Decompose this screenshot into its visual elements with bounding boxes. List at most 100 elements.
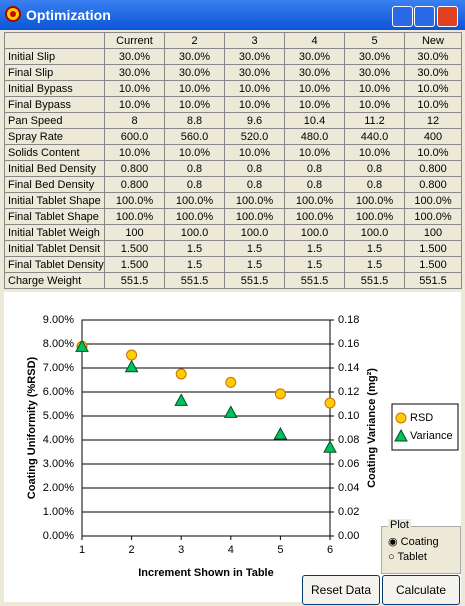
y2-tick-label: 0.06 (338, 458, 359, 470)
table-row: Spray Rate 600.0 560.0 520.0 480.0 440.0 400 (4, 128, 462, 145)
y2-tick-label: 0.14 (338, 362, 359, 374)
cell: 100.0% (224, 192, 285, 209)
column-header (4, 32, 105, 49)
point (273, 426, 288, 440)
maximize-button[interactable] (414, 6, 435, 27)
legend (391, 403, 459, 451)
cell: 10.0% (284, 96, 345, 113)
cell: 100.0% (284, 192, 345, 209)
minimize-button[interactable] (392, 6, 413, 27)
table-row: Initial Tablet Shape 100.0% 100.0% 100.0% 10… (4, 192, 462, 209)
point (124, 359, 139, 373)
cell: 0.8 (344, 176, 405, 193)
point (225, 376, 237, 388)
cell: 9.6 (224, 112, 285, 129)
table-row: Solids Content 10.0% 10.0% 10.0% 10.0% 10.0% 1… (4, 144, 462, 161)
cell: 0.8 (284, 160, 345, 177)
row-label: Final Tablet Density (4, 256, 105, 273)
cell: 30.0% (164, 64, 225, 81)
cell: 10.0% (344, 96, 405, 113)
cell: 600.0 (104, 128, 165, 145)
row-label: Initial Tablet Shape (4, 192, 105, 209)
radio-label: Tablet (397, 551, 427, 563)
cell: 10.0% (224, 80, 285, 97)
column-header: 5 (344, 32, 405, 49)
cell: 1.500 (104, 256, 165, 273)
title-bar: Optimization (0, 0, 465, 30)
y-tick-label: 0.00% (43, 530, 74, 542)
cell: 0.8 (224, 160, 285, 177)
y2-tick-label: 0.02 (338, 506, 359, 518)
cell: 30.0% (164, 48, 225, 65)
table-row: Final Bypass 10.0% 10.0% 10.0% 10.0% 10.0% 10.… (4, 96, 462, 113)
legend-label: Variance (410, 430, 453, 442)
point (174, 393, 189, 406)
cell: 1.500 (404, 256, 462, 273)
table-row: Initial Bypass 10.0% 10.0% 10.0% 10.0% 10.0% 1… (4, 80, 462, 97)
y-tick-label: 3.00% (43, 458, 74, 470)
cell: 100.0 (224, 224, 285, 241)
y-tick-label: 4.00% (43, 434, 74, 446)
table-row: Charge Weight 551.5 551.5 551.5 551.5 551.5 55… (4, 272, 462, 289)
cell: 10.0% (404, 96, 462, 113)
y-tick-label: 6.00% (43, 386, 74, 398)
y-tick-label: 8.00% (43, 338, 74, 350)
table-row: Final Tablet Density 1.500 1.5 1.5 1.5 1.5 1.5… (4, 256, 462, 273)
cell: 8 (104, 112, 165, 129)
cell: 1.500 (404, 240, 462, 257)
cell: 30.0% (224, 48, 285, 65)
cell: 30.0% (224, 64, 285, 81)
cell: 400 (404, 128, 462, 145)
close-button[interactable] (437, 6, 458, 27)
radio-tablet[interactable]: ○ Tablet (388, 551, 427, 563)
cell: 30.0% (404, 64, 462, 81)
row-label: Solids Content (4, 144, 105, 161)
y2-tick-label: 0.16 (338, 338, 359, 350)
y-tick-label: 9.00% (43, 314, 74, 326)
cell: 0.8 (344, 160, 405, 177)
cell: 551.5 (284, 272, 345, 289)
cell: 551.5 (224, 272, 285, 289)
legend-marker (395, 412, 407, 424)
cell: 1.5 (224, 256, 285, 273)
cell: 0.8 (164, 176, 225, 193)
cell: 100.0% (164, 208, 225, 225)
x-axis-title: Increment Shown in Table (138, 567, 273, 579)
cell: 10.0% (404, 144, 462, 161)
cell: 10.0% (104, 80, 165, 97)
cell: 100.0% (344, 192, 405, 209)
cell: 440.0 (344, 128, 405, 145)
row-label: Initial Slip (4, 48, 105, 65)
cell: 0.800 (404, 160, 462, 177)
cell: 10.0% (164, 96, 225, 113)
row-label: Initial Tablet Weigh (4, 224, 105, 241)
cell: 30.0% (104, 64, 165, 81)
cell: 10.0% (104, 96, 165, 113)
column-header: 4 (284, 32, 345, 49)
point (75, 339, 89, 352)
y-tick-label: 7.00% (43, 362, 74, 374)
cell: 10.4 (284, 112, 345, 129)
row-label: Spray Rate (4, 128, 105, 145)
window-title: Optimization (26, 7, 111, 23)
x-tick-label: 5 (277, 544, 283, 556)
table-row: Initial Tablet Densit 1.500 1.5 1.5 1.5 1.5 1.… (4, 240, 462, 257)
cell: 10.0% (404, 80, 462, 97)
cell: 30.0% (404, 48, 462, 65)
plot-group: Plot ◉ Coating ○ Tablet (381, 519, 461, 574)
cell: 0.8 (284, 176, 345, 193)
legend-label: RSD (410, 412, 433, 424)
table-row: Initial Tablet Weigh 100 100.0 100.0 100.0 10… (4, 224, 462, 241)
group-label: Plot (388, 519, 411, 531)
calculate-button[interactable]: Calculate (382, 575, 460, 605)
reset-button[interactable]: Reset Data (302, 575, 380, 605)
cell: 100.0% (224, 208, 285, 225)
cell: 30.0% (344, 64, 405, 81)
cell: 100.0% (104, 192, 165, 209)
cell: 10.0% (284, 80, 345, 97)
y-tick-label: 2.00% (43, 482, 74, 494)
cell: 100.0% (404, 208, 462, 225)
radio-coating[interactable]: ◉ Coating (388, 536, 439, 548)
y2-tick-label: 0.00 (338, 530, 359, 542)
